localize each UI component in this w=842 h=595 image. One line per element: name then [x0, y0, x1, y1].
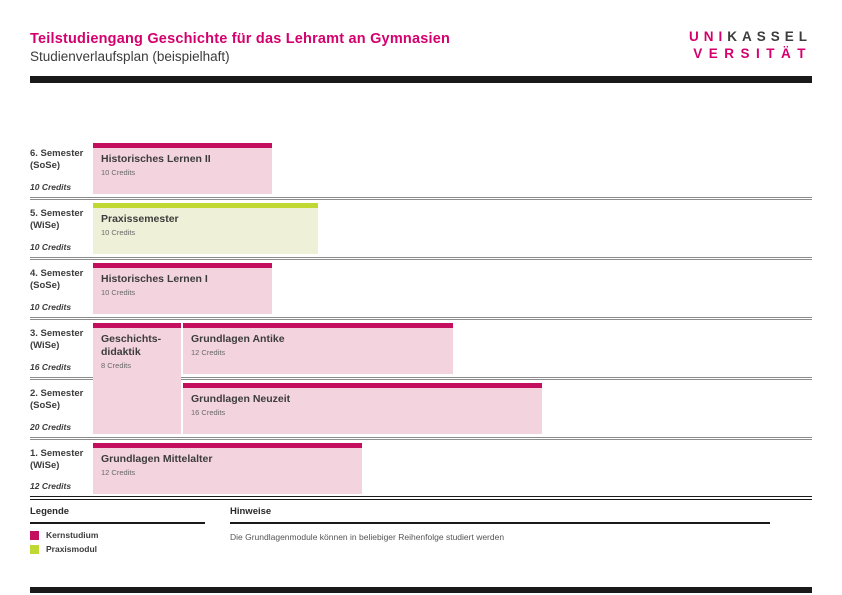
semester-row-2: 2. Semester (SoSe) 20 Credits [30, 380, 812, 440]
logo-line-1: UNIKASSEL [689, 29, 812, 44]
module-box-praxissemester: Praxissemester 10 Credits [93, 203, 318, 254]
notes-text: Die Grundlagenmodule können in beliebige… [230, 532, 505, 542]
semester-total-credits: 12 Credits [30, 481, 72, 491]
logo-line-2: VERSITÄT [693, 46, 812, 61]
module-box-grundlagen-antike: Grundlagen Antike 12 Credits [183, 323, 453, 374]
module-credits: 12 Credits [191, 348, 226, 357]
semester-label: 4. Semester (SoSe) [30, 268, 92, 292]
bottom-divider-bar [30, 587, 812, 593]
semester-total-credits: 10 Credits [30, 242, 72, 252]
semester-name: 1. Semester [30, 448, 84, 459]
module-credits: 10 Credits [101, 288, 136, 297]
module-credits: 10 Credits [101, 228, 136, 237]
module-credits: 10 Credits [101, 168, 136, 177]
semester-total-credits: 20 Credits [30, 422, 72, 432]
module-title: Praxissemester [101, 213, 179, 225]
semester-row-3: 3. Semester (WiSe) 16 Credits [30, 320, 812, 380]
semester-total-credits: 16 Credits [30, 362, 72, 372]
semester-season: (SoSe) [30, 280, 61, 291]
notes-section: Hinweise Die Grundlagenmodule können in … [230, 506, 770, 542]
semester-season: (WiSe) [30, 340, 60, 351]
legend-item-praxismodul: Praxismodul [30, 544, 205, 554]
module-title: Historisches Lernen II [101, 153, 211, 165]
module-title: Grundlagen Neuzeit [191, 393, 291, 405]
semester-label: 1. Semester (WiSe) [30, 448, 92, 472]
page-subtitle: Studienverlaufsplan (beispielhaft) [30, 49, 230, 64]
semester-total-credits: 10 Credits [30, 182, 72, 192]
module-credits: 16 Credits [191, 408, 226, 417]
university-logo: UNIKASSEL VERSITÄT [689, 28, 812, 62]
module-title: Grundlagen Mittelalter [101, 453, 213, 465]
module-credits: 12 Credits [101, 468, 136, 477]
semester-name: 6. Semester [30, 148, 84, 159]
legend-item-label: Praxismodul [46, 544, 98, 554]
semester-season: (WiSe) [30, 460, 60, 471]
semester-name: 4. Semester [30, 268, 84, 279]
semester-label: 5. Semester (WiSe) [30, 208, 92, 232]
legend-items: Kernstudium Praxismodul [30, 530, 205, 554]
notes-heading: Hinweise [230, 506, 770, 524]
semester-total-credits: 10 Credits [30, 302, 72, 312]
semester-name: 3. Semester [30, 328, 84, 339]
semester-row-5: 5. Semester (WiSe) 10 Credits [30, 200, 812, 260]
semester-label: 2. Semester (SoSe) [30, 388, 92, 412]
module-box-grundlagen-neuzeit: Grundlagen Neuzeit 16 Credits [183, 383, 542, 434]
semester-season: (WiSe) [30, 220, 60, 231]
legend-item-label: Kernstudium [46, 530, 99, 540]
legend-heading: Legende [30, 506, 205, 524]
semester-row-6: 6. Semester (SoSe) 10 Credits [30, 140, 812, 200]
semester-name: 2. Semester [30, 388, 84, 399]
legend: Legende Kernstudium Praxismodul [30, 506, 205, 558]
module-box-historisches-lernen-1: Historisches Lernen I 10 Credits [93, 263, 272, 314]
module-box-historisches-lernen-2: Historisches Lernen II 10 Credits [93, 143, 272, 194]
module-title: Grundlagen Antike [191, 333, 285, 345]
page-title: Teilstudiengang Geschichte für das Lehra… [30, 31, 451, 47]
legend-item-kernstudium: Kernstudium [30, 530, 205, 540]
module-credits: 8 Credits [101, 361, 132, 370]
semester-row-1: 1. Semester (WiSe) 12 Credits [30, 440, 812, 500]
semester-season: (SoSe) [30, 400, 61, 411]
module-title: Historisches Lernen I [101, 273, 208, 285]
semester-name: 5. Semester [30, 208, 84, 219]
module-box-geschichtsdidaktik: Geschichts- didaktik 8 Credits [93, 323, 181, 434]
semester-row-4: 4. Semester (SoSe) 10 Credits [30, 260, 812, 320]
module-box-grundlagen-mittelalter: Grundlagen Mittelalter 12 Credits [93, 443, 362, 494]
study-plan-diagram: 6. Semester (SoSe) 10 Credits 5. Semeste… [30, 140, 812, 500]
module-title: Geschichts- didaktik [101, 333, 162, 358]
kernstudium-color-swatch [30, 530, 39, 540]
praxismodul-color-swatch [30, 544, 39, 554]
semester-label: 3. Semester (WiSe) [30, 328, 92, 352]
logo-uni-text: UNI [688, 29, 728, 44]
logo-kassel-text: KASSEL [727, 29, 812, 44]
semester-season: (SoSe) [30, 160, 61, 171]
semester-label: 6. Semester (SoSe) [30, 148, 92, 172]
top-divider-bar [30, 76, 812, 83]
